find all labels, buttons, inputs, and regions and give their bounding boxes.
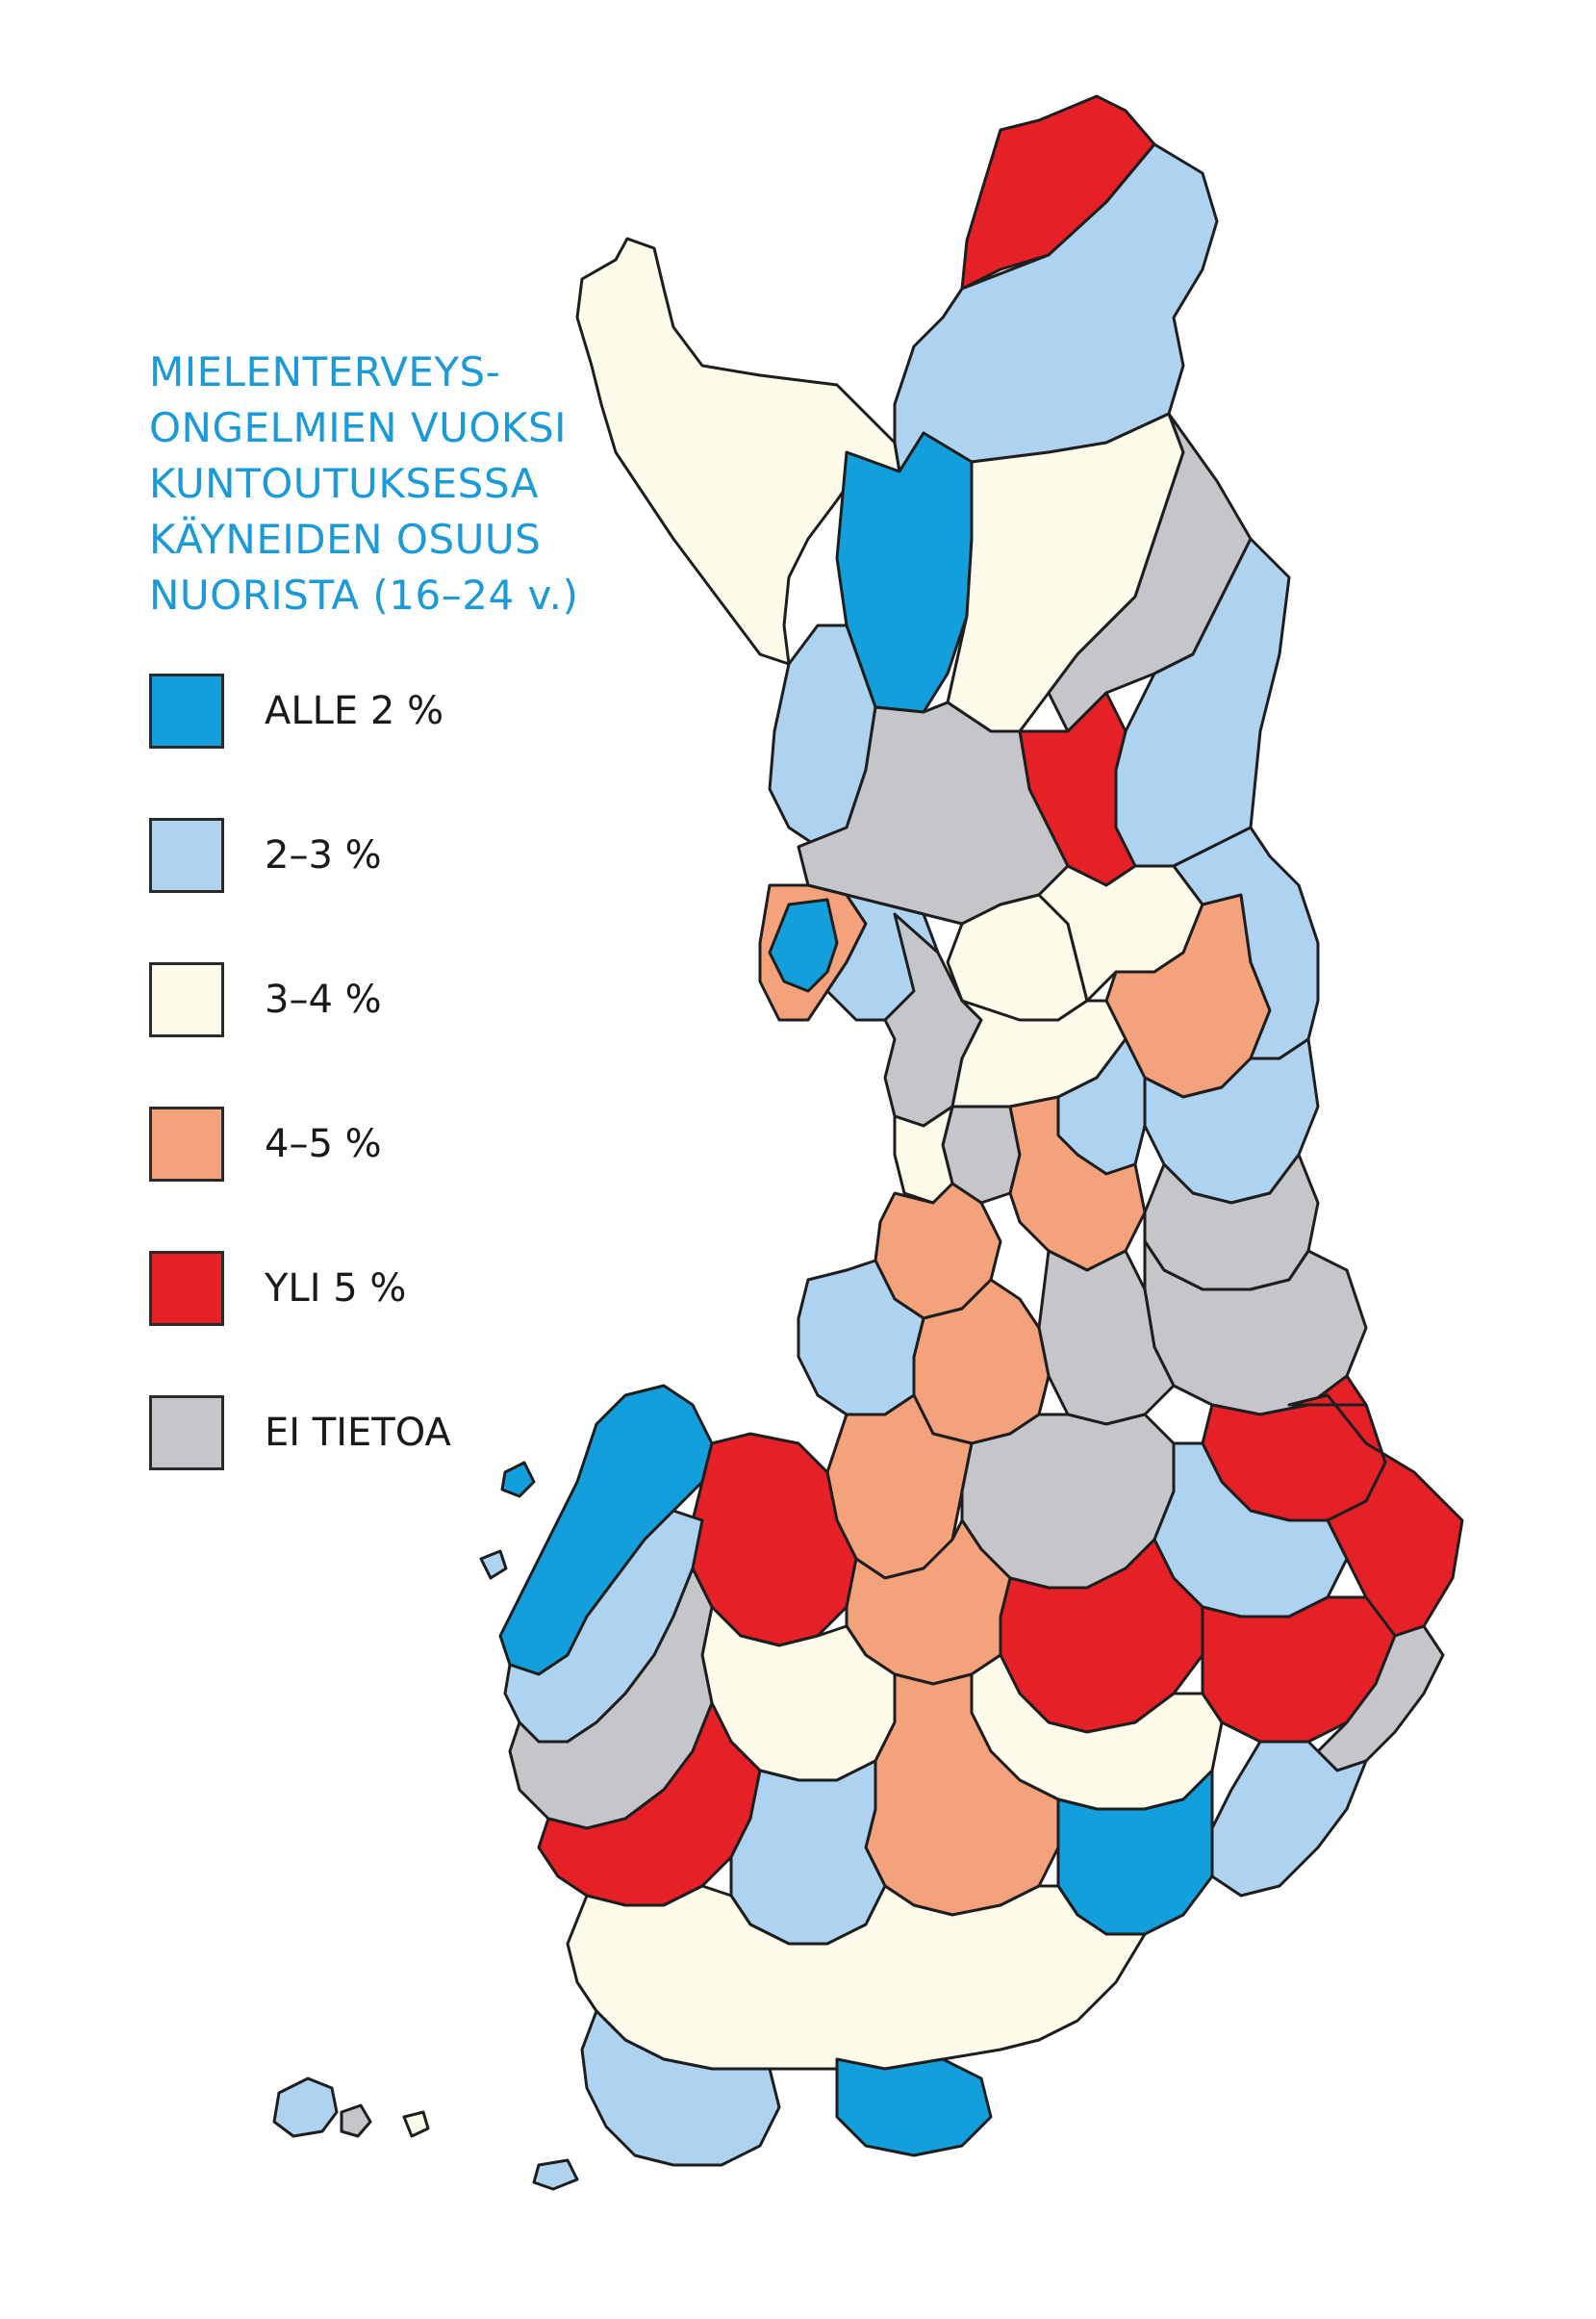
map-title-line: ONGELMIEN VUOKSI (149, 404, 568, 451)
island (500, 1461, 536, 1498)
region-aland (272, 2077, 339, 2138)
region-helsinki (835, 2057, 993, 2157)
map-title-line: NUORISTA (16–24 v.) (149, 572, 579, 619)
map-title-line: MIELENTERVEYS- (149, 348, 501, 395)
legend-swatch-3-4 (149, 962, 224, 1037)
legend-label: EI TIETOA (265, 1411, 451, 1455)
legend-label: ALLE 2 % (265, 689, 444, 733)
region-ahvenanmaa-small (340, 2103, 372, 2138)
region-hanko (580, 2009, 781, 2167)
map-title-line: KUNTOUTUKSESSA (149, 460, 539, 507)
region-kotka (1056, 1769, 1214, 1936)
legend-label: 4–5 % (265, 1122, 382, 1166)
island (532, 2158, 579, 2191)
legend-label: 3–4 % (265, 978, 382, 1022)
region-kajaani (1008, 1095, 1147, 1272)
map-title: MIELENTERVEYS- ONGELMIEN VUOKSI KUNTOUTU… (149, 344, 688, 624)
legend-label: YLI 5 % (265, 1266, 407, 1311)
region-tornio-area (768, 898, 839, 993)
legend-swatch-alle-2 (149, 674, 224, 749)
region-enontekio (575, 237, 901, 666)
region-lappeenranta (1210, 1740, 1368, 1898)
legend-swatch-2-3 (149, 818, 224, 893)
legend-swatch-4-5 (149, 1107, 224, 1182)
island (402, 2110, 430, 2138)
map-title-line: KÄYNEIDEN OSUUS (149, 516, 542, 563)
legend-swatch-ei-tietoa (149, 1395, 224, 1470)
island (479, 1549, 508, 1580)
legend-swatch-yli-5 (149, 1251, 224, 1326)
legend-label: 2–3 % (265, 833, 382, 878)
region-kittila (835, 431, 974, 714)
